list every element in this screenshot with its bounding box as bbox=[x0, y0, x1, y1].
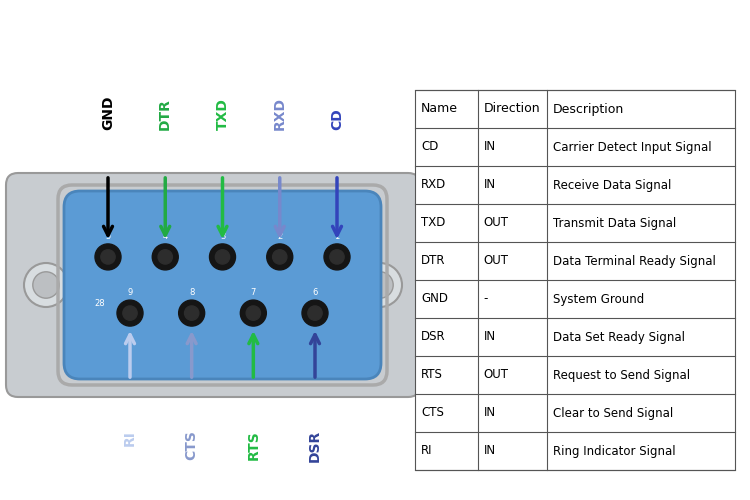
Circle shape bbox=[158, 250, 172, 264]
Text: 9: 9 bbox=[128, 288, 133, 297]
Circle shape bbox=[209, 244, 236, 270]
Text: 3: 3 bbox=[220, 232, 225, 241]
Text: DTR: DTR bbox=[158, 98, 172, 130]
Circle shape bbox=[308, 306, 322, 320]
Circle shape bbox=[24, 263, 68, 307]
Text: Data Terminal Ready Signal: Data Terminal Ready Signal bbox=[554, 254, 716, 268]
Circle shape bbox=[324, 244, 350, 270]
Circle shape bbox=[302, 300, 328, 326]
Text: 2: 2 bbox=[278, 232, 282, 241]
Text: CD: CD bbox=[421, 140, 438, 153]
Text: RI: RI bbox=[123, 430, 137, 446]
Text: Clear to Send Signal: Clear to Send Signal bbox=[554, 406, 674, 420]
Text: Description: Description bbox=[554, 102, 625, 116]
Text: TXD: TXD bbox=[421, 216, 446, 230]
Text: CTS: CTS bbox=[421, 406, 444, 420]
Text: IN: IN bbox=[484, 444, 496, 458]
Text: DSR: DSR bbox=[308, 430, 322, 462]
Text: CTS: CTS bbox=[184, 430, 199, 460]
Text: 5: 5 bbox=[105, 232, 111, 241]
Text: RTS: RTS bbox=[246, 430, 260, 460]
Text: RXD: RXD bbox=[273, 97, 286, 130]
Text: IN: IN bbox=[484, 330, 496, 344]
Text: -: - bbox=[484, 292, 488, 306]
Text: 1: 1 bbox=[334, 232, 340, 241]
Text: RXD: RXD bbox=[421, 178, 446, 192]
Text: OUT: OUT bbox=[484, 216, 508, 230]
Text: IN: IN bbox=[484, 140, 496, 153]
Circle shape bbox=[100, 250, 116, 264]
Circle shape bbox=[240, 300, 266, 326]
Text: OUT: OUT bbox=[484, 368, 508, 382]
Text: DTR: DTR bbox=[421, 254, 446, 268]
Circle shape bbox=[330, 250, 344, 264]
Text: 28: 28 bbox=[94, 298, 104, 308]
Bar bbox=[415, 90, 735, 470]
Circle shape bbox=[33, 272, 59, 298]
Text: System Ground: System Ground bbox=[554, 292, 644, 306]
Text: RTS: RTS bbox=[421, 368, 442, 382]
Text: Ring Indicator Signal: Ring Indicator Signal bbox=[554, 444, 676, 458]
Text: Carrier Detect Input Signal: Carrier Detect Input Signal bbox=[554, 140, 712, 153]
Text: Request to Send Signal: Request to Send Signal bbox=[554, 368, 690, 382]
Circle shape bbox=[215, 250, 229, 264]
Text: IN: IN bbox=[484, 178, 496, 192]
Text: IN: IN bbox=[484, 406, 496, 420]
Circle shape bbox=[267, 244, 292, 270]
Circle shape bbox=[246, 306, 260, 320]
Circle shape bbox=[152, 244, 178, 270]
Circle shape bbox=[184, 306, 199, 320]
Text: 6: 6 bbox=[312, 288, 318, 297]
Circle shape bbox=[178, 300, 205, 326]
Text: GND: GND bbox=[421, 292, 448, 306]
Text: Name: Name bbox=[421, 102, 458, 116]
Text: RI: RI bbox=[421, 444, 433, 458]
Text: 7: 7 bbox=[251, 288, 256, 297]
Circle shape bbox=[358, 263, 402, 307]
Circle shape bbox=[272, 250, 287, 264]
Circle shape bbox=[123, 306, 137, 320]
Text: Receive Data Signal: Receive Data Signal bbox=[554, 178, 671, 192]
Text: 4: 4 bbox=[163, 232, 168, 241]
Text: 8: 8 bbox=[189, 288, 194, 297]
Text: Transmit Data Signal: Transmit Data Signal bbox=[554, 216, 676, 230]
Text: OUT: OUT bbox=[484, 254, 508, 268]
Circle shape bbox=[367, 272, 393, 298]
Text: CD: CD bbox=[330, 108, 344, 130]
Circle shape bbox=[117, 300, 143, 326]
Text: GND: GND bbox=[101, 96, 115, 130]
FancyBboxPatch shape bbox=[6, 173, 420, 397]
Text: DSR: DSR bbox=[421, 330, 446, 344]
Text: Data Set Ready Signal: Data Set Ready Signal bbox=[554, 330, 686, 344]
Text: TXD: TXD bbox=[215, 98, 229, 130]
FancyBboxPatch shape bbox=[64, 191, 381, 379]
Text: Direction: Direction bbox=[484, 102, 540, 116]
Circle shape bbox=[95, 244, 121, 270]
